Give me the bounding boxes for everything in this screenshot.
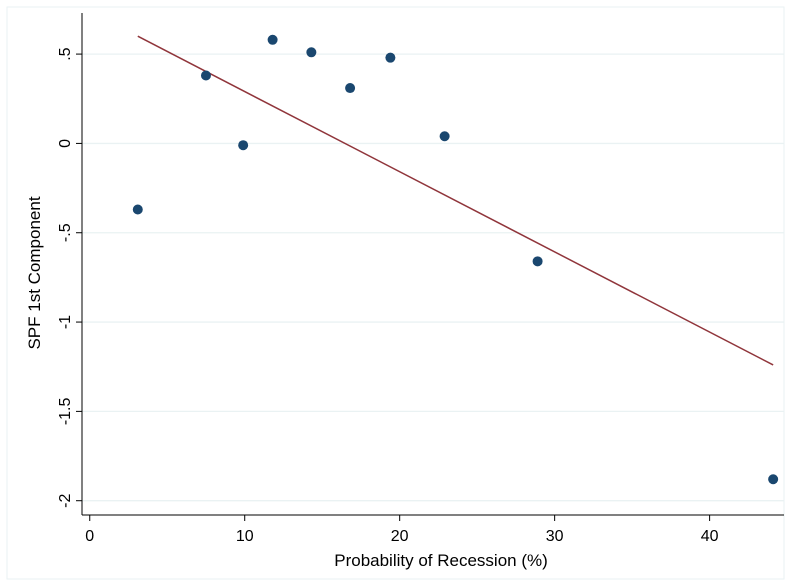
x-tick-label: 30: [546, 528, 564, 545]
y-tick-label: -1: [57, 315, 74, 329]
data-point: [306, 47, 317, 58]
graph-region-border: [6, 6, 785, 580]
fitted-line: [137, 35, 774, 366]
gridlines: [82, 53, 784, 502]
data-point: [385, 52, 396, 63]
y-tick-label: 0: [57, 139, 74, 148]
data-point: [768, 474, 779, 485]
y-tick-label: -2: [57, 493, 74, 507]
fitted-line-layer: [137, 35, 774, 366]
axes: [81, 13, 784, 516]
y-axis-title: SPF 1st Component: [25, 196, 44, 349]
y-tick-label: -.5: [57, 223, 74, 242]
x-tick-label: 10: [236, 528, 254, 545]
x-axis-title: Probability of Recession (%): [334, 551, 548, 570]
x-tick-label: 20: [391, 528, 409, 545]
x-tick-label: 0: [85, 528, 94, 545]
data-point: [532, 256, 543, 267]
data-point: [439, 131, 450, 142]
data-point: [345, 83, 356, 94]
data-point: [200, 70, 211, 81]
data-point: [238, 140, 249, 151]
x-tick-label: 40: [701, 528, 719, 545]
x-axis-ticks: 0 10 20 30 40: [85, 515, 719, 545]
y-tick-label: -1.5: [57, 398, 74, 426]
y-tick-label: .5: [57, 47, 74, 60]
data-points: [132, 34, 779, 485]
data-point: [267, 34, 278, 45]
y-axis-ticks: .5 0 -.5 -1 -1.5 -2: [57, 47, 82, 508]
data-point: [132, 204, 143, 215]
